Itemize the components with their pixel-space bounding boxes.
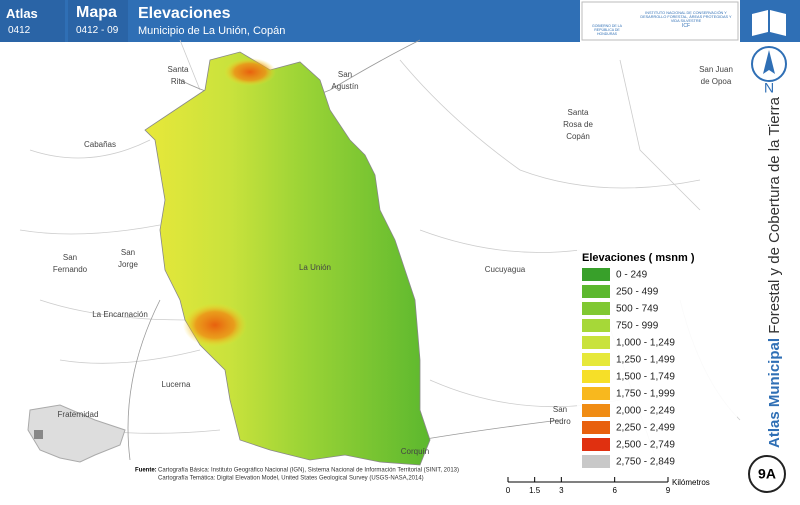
place-label: Cabañas (84, 140, 116, 149)
place-label: Corquín (401, 447, 429, 456)
scale-unit: Kilómetros (672, 478, 710, 487)
legend-label: 1,250 - 1,499 (616, 355, 675, 366)
place-label: de Opoa (701, 77, 732, 86)
logo-right-text: INSTITUTO NACIONAL DE CONSERVACIÓN Y DES… (640, 11, 732, 23)
legend-label: 2,250 - 2,499 (616, 423, 675, 434)
logo-right-short: ICF (681, 23, 691, 29)
subtitle: Municipio de La Unión, Copán (138, 25, 286, 37)
place-label: Rita (171, 77, 186, 86)
place-label: Pedro (549, 417, 571, 426)
place-label: Copán (566, 132, 590, 141)
series-rest: Forestal y de Cobertura de la Tierra (766, 96, 783, 333)
place-label: San Juan (699, 65, 733, 74)
place-label: San (63, 253, 77, 262)
source-1: Cartografía Básica: Instituto Geográfico… (158, 468, 459, 474)
atlas-box (0, 0, 65, 42)
place-label: Jorge (118, 260, 139, 269)
legend-swatch (582, 336, 610, 349)
place-label: Santa (168, 65, 189, 74)
municipality-elevation (144, 51, 431, 466)
scale-label: 6 (612, 486, 617, 495)
north-arrow (763, 50, 775, 74)
place-label: Fraternidad (58, 410, 99, 419)
series-bold: Atlas Municipal (766, 338, 783, 448)
legend-swatch (582, 268, 610, 281)
scale-label: 9 (666, 486, 671, 495)
legend-label: 2,750 - 2,849 (616, 457, 675, 468)
logo-left: GOBIERNO DE LA REPÚBLICA DE HONDURAS (592, 24, 622, 36)
legend-label: 500 - 749 (616, 304, 659, 315)
logo-box (581, 1, 739, 41)
legend-swatch (582, 387, 610, 400)
source-2: Cartografía Temática: Digital Elevation … (158, 476, 424, 482)
legend-swatch (582, 302, 610, 315)
map-label: Mapa (76, 4, 117, 21)
north-label: N (764, 80, 774, 96)
place-label: Agustín (331, 82, 358, 91)
legend-label: 250 - 499 (616, 287, 659, 298)
legend-title: Elevaciones ( msnm ) (582, 252, 695, 264)
high-elevation-zone (224, 58, 276, 86)
book-icon (752, 10, 786, 36)
place-label: Lucerna (162, 380, 191, 389)
place-label: Cucuyagua (485, 265, 526, 274)
inset-country (27, 404, 126, 463)
legend-label: 750 - 999 (616, 321, 659, 332)
place-label: San (338, 70, 352, 79)
legend-swatch (582, 438, 610, 451)
legend-swatch (582, 404, 610, 417)
legend-swatch (582, 370, 610, 383)
map-box (68, 0, 128, 42)
scale-label: 0 (506, 486, 511, 495)
place-label: Santa (568, 108, 589, 117)
legend-label: 1,750 - 1,999 (616, 389, 675, 400)
legend-label: 1,000 - 1,249 (616, 338, 675, 349)
inset-location (34, 430, 43, 439)
legend-label: 1,500 - 1,749 (616, 372, 675, 383)
place-label: La Unión (299, 263, 331, 272)
logo-right: INSTITUTO NACIONAL DE CONSERVACIÓN Y DES… (638, 5, 734, 29)
badge: 9A (758, 466, 776, 482)
map-code: 0412 - 09 (76, 25, 119, 36)
scale-label: 1.5 (529, 486, 541, 495)
atlas-label: Atlas (6, 6, 38, 21)
place-label: Rosa de (563, 120, 593, 129)
source-label: Fuente: (135, 468, 157, 474)
legend-label: 2,500 - 2,749 (616, 440, 675, 451)
series-title: Atlas Municipal Forestal y de Cobertura … (766, 96, 783, 448)
place-label: San (553, 405, 567, 414)
legend-swatch (582, 455, 610, 468)
place-label: La Encarnación (92, 310, 148, 319)
legend-swatch (582, 319, 610, 332)
legend-label: 2,000 - 2,249 (616, 406, 675, 417)
title: Elevaciones (138, 5, 231, 22)
badge-circle (748, 455, 786, 493)
header: Atlas 0412 Mapa 0412 - 09 Elevaciones Mu… (0, 0, 580, 42)
atlas-code: 0412 (8, 25, 31, 36)
place-label: Fernando (53, 265, 88, 274)
high-elevation-zone (183, 303, 247, 347)
legend-swatch (582, 353, 610, 366)
place-label: San (121, 248, 135, 257)
scale-label: 3 (559, 486, 564, 495)
legend-label: 0 - 249 (616, 270, 648, 281)
legend-swatch (582, 285, 610, 298)
legend-swatch (582, 421, 610, 434)
